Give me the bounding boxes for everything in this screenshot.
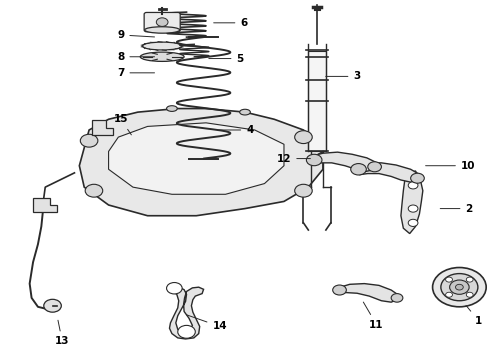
Circle shape bbox=[178, 325, 196, 338]
Circle shape bbox=[408, 219, 418, 226]
Ellipse shape bbox=[145, 27, 180, 33]
FancyBboxPatch shape bbox=[308, 51, 326, 152]
Text: 5: 5 bbox=[209, 54, 244, 64]
Text: 12: 12 bbox=[277, 154, 311, 163]
Circle shape bbox=[368, 162, 381, 172]
Ellipse shape bbox=[140, 52, 184, 62]
Circle shape bbox=[306, 154, 322, 166]
Ellipse shape bbox=[240, 109, 250, 115]
Circle shape bbox=[44, 299, 61, 312]
Text: 14: 14 bbox=[187, 315, 227, 332]
Text: 15: 15 bbox=[114, 114, 131, 135]
Circle shape bbox=[333, 285, 346, 295]
Polygon shape bbox=[79, 109, 323, 216]
Circle shape bbox=[441, 274, 478, 301]
Text: 13: 13 bbox=[55, 320, 70, 346]
Circle shape bbox=[156, 18, 168, 26]
Polygon shape bbox=[109, 123, 284, 194]
Text: 2: 2 bbox=[440, 203, 473, 213]
Circle shape bbox=[445, 277, 452, 282]
FancyBboxPatch shape bbox=[144, 13, 180, 32]
Circle shape bbox=[450, 280, 469, 294]
Polygon shape bbox=[356, 163, 419, 182]
Ellipse shape bbox=[142, 42, 182, 50]
Text: 9: 9 bbox=[117, 30, 154, 40]
Circle shape bbox=[294, 184, 312, 197]
Text: 3: 3 bbox=[326, 71, 361, 81]
Polygon shape bbox=[33, 198, 57, 212]
Text: 4: 4 bbox=[219, 125, 253, 135]
Polygon shape bbox=[337, 284, 398, 302]
Circle shape bbox=[294, 131, 312, 144]
Text: 8: 8 bbox=[117, 52, 154, 62]
Text: 7: 7 bbox=[117, 68, 154, 78]
Text: 1: 1 bbox=[466, 305, 483, 326]
Circle shape bbox=[456, 284, 463, 290]
Circle shape bbox=[411, 173, 424, 183]
Circle shape bbox=[80, 134, 98, 147]
Ellipse shape bbox=[167, 106, 177, 111]
Text: 10: 10 bbox=[426, 161, 475, 171]
Circle shape bbox=[391, 294, 403, 302]
Polygon shape bbox=[170, 287, 203, 339]
Text: 6: 6 bbox=[214, 18, 247, 28]
Circle shape bbox=[351, 163, 367, 175]
Polygon shape bbox=[312, 152, 376, 171]
Circle shape bbox=[466, 277, 473, 282]
Circle shape bbox=[167, 283, 182, 294]
Text: 11: 11 bbox=[364, 302, 384, 330]
Circle shape bbox=[445, 292, 452, 297]
Circle shape bbox=[85, 184, 103, 197]
Circle shape bbox=[466, 292, 473, 297]
Circle shape bbox=[408, 182, 418, 189]
Polygon shape bbox=[93, 120, 114, 135]
Circle shape bbox=[408, 205, 418, 212]
Polygon shape bbox=[401, 171, 423, 234]
Circle shape bbox=[433, 267, 486, 307]
